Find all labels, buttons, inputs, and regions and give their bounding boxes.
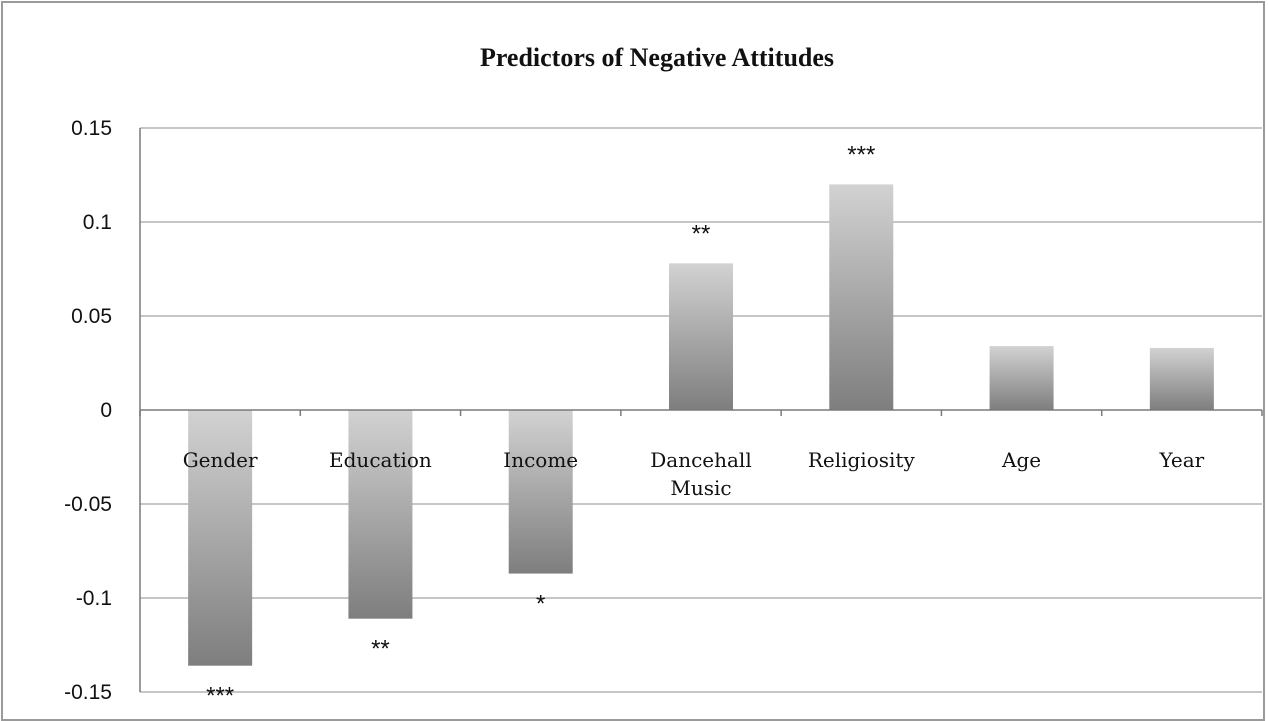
- x-category-label: Education: [329, 448, 432, 472]
- significance-labels: ***********: [206, 141, 875, 709]
- y-tick-label: 0: [100, 399, 112, 422]
- bar: [1149, 347, 1214, 410]
- bar: [188, 410, 253, 666]
- bar: [669, 263, 733, 410]
- y-tick-label: 0.1: [83, 211, 112, 234]
- chart-title: Predictors of Negative Attitudes: [480, 43, 834, 72]
- x-category-label: Income: [503, 448, 578, 472]
- x-category-labels: Gender Education Income Dancehall Music Relig…: [183, 448, 1205, 500]
- x-category-label: Age: [1001, 448, 1041, 472]
- x-category-label: Music: [670, 476, 731, 500]
- y-tick-label: -0.1: [76, 587, 112, 610]
- y-tick-label: -0.15: [64, 681, 112, 704]
- significance-label: ***: [847, 141, 875, 168]
- significance-label: *: [536, 591, 545, 618]
- x-axis: [139, 128, 1263, 692]
- x-category-label: Gender: [183, 448, 258, 472]
- gridlines: [140, 127, 1262, 693]
- significance-label: **: [371, 636, 390, 663]
- significance-label: ***: [206, 683, 234, 710]
- bar: [348, 410, 413, 619]
- y-tick-label: 0.05: [71, 305, 112, 328]
- bar: [989, 346, 1054, 410]
- bars: [188, 184, 1214, 666]
- x-category-label: Dancehall: [650, 448, 751, 472]
- y-tick-label: -0.05: [64, 493, 112, 516]
- bar: [508, 410, 573, 574]
- y-tick-label: 0.15: [71, 117, 112, 140]
- bar: [829, 184, 894, 410]
- x-category-label: Year: [1158, 448, 1204, 472]
- significance-label: **: [692, 220, 711, 247]
- y-tick-labels: 0.15 0.1 0.05 0 -0.05 -0.1 -0.15: [64, 117, 112, 704]
- x-category-label: Religiosity: [808, 448, 916, 472]
